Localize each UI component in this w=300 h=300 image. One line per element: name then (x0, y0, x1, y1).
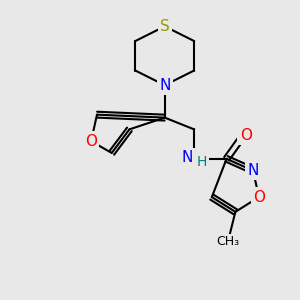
Text: O: O (85, 134, 97, 149)
Text: N: N (159, 78, 170, 93)
Text: O: O (253, 190, 265, 205)
Text: N: N (248, 163, 259, 178)
Text: N: N (181, 150, 193, 165)
Text: S: S (160, 19, 169, 34)
Text: H: H (196, 155, 207, 169)
Text: CH₃: CH₃ (217, 235, 240, 248)
Text: O: O (240, 128, 252, 143)
